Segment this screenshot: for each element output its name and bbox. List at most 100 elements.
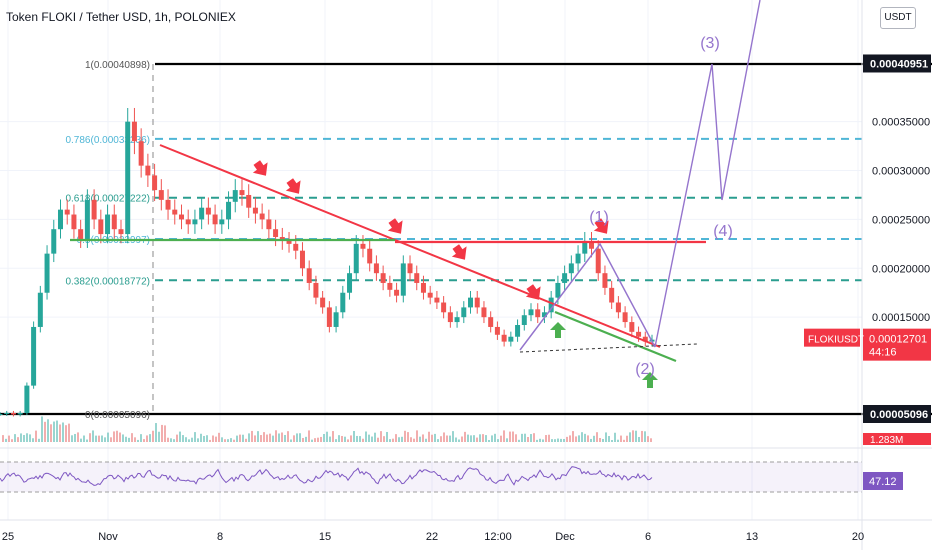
trend-drawings[interactable]: (3) (4) (1) (2) <box>70 0 761 388</box>
volume-bar <box>119 432 121 442</box>
volume-bar <box>215 436 217 442</box>
volume-bar <box>620 435 622 442</box>
volume-bar <box>209 439 211 442</box>
volume-bar <box>134 437 136 442</box>
candle-body <box>494 326 500 335</box>
volume-bar <box>275 430 277 442</box>
volume-bar <box>200 433 202 442</box>
volume-bar <box>218 432 220 442</box>
fibonacci-retracement[interactable]: 1(0.00040898) 0.786(0.00033236) 0.618(0.00… <box>0 60 932 421</box>
price-tag-current-bg <box>863 328 931 361</box>
volume-bar <box>263 432 265 442</box>
volume-bar <box>62 422 64 442</box>
volume-bar <box>413 438 415 442</box>
wave-label-3: (3) <box>700 35 720 52</box>
volume-bar <box>554 439 556 442</box>
volume-bar <box>248 433 250 442</box>
candle-body <box>481 307 487 318</box>
candle-body <box>57 209 63 230</box>
volume-bar <box>149 434 151 442</box>
candle-body <box>44 253 50 293</box>
volume-bar <box>374 432 376 442</box>
volume-bar <box>2 435 4 442</box>
candle-body <box>111 214 117 230</box>
volume-bar <box>386 431 388 442</box>
candle-body <box>528 309 534 316</box>
volume-bar <box>473 435 475 442</box>
volume-bar <box>524 433 526 442</box>
volume-bar <box>542 439 544 442</box>
volume-bar <box>440 436 442 442</box>
volume-bar <box>299 433 301 442</box>
volume-bar <box>422 434 424 442</box>
volume-bar <box>146 435 148 442</box>
volume-bar <box>404 430 406 442</box>
volume-bar <box>164 425 166 442</box>
volume-bar <box>320 436 322 442</box>
volume-bar <box>167 437 169 442</box>
volume-bar <box>212 435 214 442</box>
volume-bar <box>632 430 634 442</box>
volume-bar <box>431 434 433 442</box>
volume-bar <box>44 421 46 442</box>
volume-bar <box>449 435 451 442</box>
candle-body <box>266 219 272 230</box>
volume-bar <box>536 439 538 442</box>
volume-bar <box>77 432 79 442</box>
volume-bar <box>272 435 274 442</box>
candle-body <box>313 282 319 298</box>
volume-bar <box>137 439 139 442</box>
volume-bar <box>599 437 601 442</box>
volume-bar <box>497 439 499 442</box>
volume-bar <box>125 436 127 442</box>
x-tick-label: 20 <box>852 531 864 543</box>
volume-bar <box>161 424 163 442</box>
volume-bar <box>500 435 502 442</box>
volume-bar <box>23 435 25 442</box>
x-tick-label: Dec <box>555 531 575 543</box>
volume-bar <box>128 437 130 442</box>
volume-bar <box>482 434 484 442</box>
volume-bar <box>257 431 259 442</box>
volume-bar <box>452 431 454 442</box>
volume-bar <box>68 423 70 442</box>
candle-body <box>333 312 339 327</box>
x-tick-label: 25 <box>2 531 14 543</box>
candle-body <box>407 263 413 274</box>
volume-bar <box>503 430 505 442</box>
fib-label-0: 0(0.00005096) <box>85 410 150 421</box>
volume-bar <box>116 430 118 442</box>
sell-arrow-1 <box>285 178 301 194</box>
buy-arrow-0 <box>550 322 566 338</box>
volume-bar <box>11 439 13 442</box>
volume-bar <box>584 433 586 442</box>
candle-body <box>629 322 635 332</box>
volume-bar <box>572 431 574 442</box>
volume-bar <box>89 433 91 442</box>
currency-button[interactable]: USDT <box>880 7 916 29</box>
volume-bar <box>41 416 43 442</box>
candle-body <box>246 194 252 208</box>
volume-bar <box>185 437 187 442</box>
volume-bar <box>323 434 325 442</box>
volume-bar <box>407 432 409 442</box>
sell-arrow-5 <box>593 218 609 234</box>
volume-bar <box>5 438 7 442</box>
volume-bar <box>569 435 571 442</box>
candle-body <box>131 121 137 142</box>
volume-bar <box>317 437 319 442</box>
volume-bar <box>641 430 643 442</box>
candle-body <box>299 250 305 269</box>
volume-bar <box>341 435 343 442</box>
price-tag-low: 0.00005096 <box>870 409 928 421</box>
volume-bar <box>59 424 61 442</box>
y-tick-label: 0.00015000 <box>872 312 930 324</box>
volume-bar <box>410 437 412 442</box>
volume-bar <box>446 435 448 442</box>
volume-bar <box>203 435 205 442</box>
volume-bar <box>14 434 16 442</box>
volume-bar <box>428 431 430 442</box>
x-tick-label: 22 <box>426 531 438 543</box>
